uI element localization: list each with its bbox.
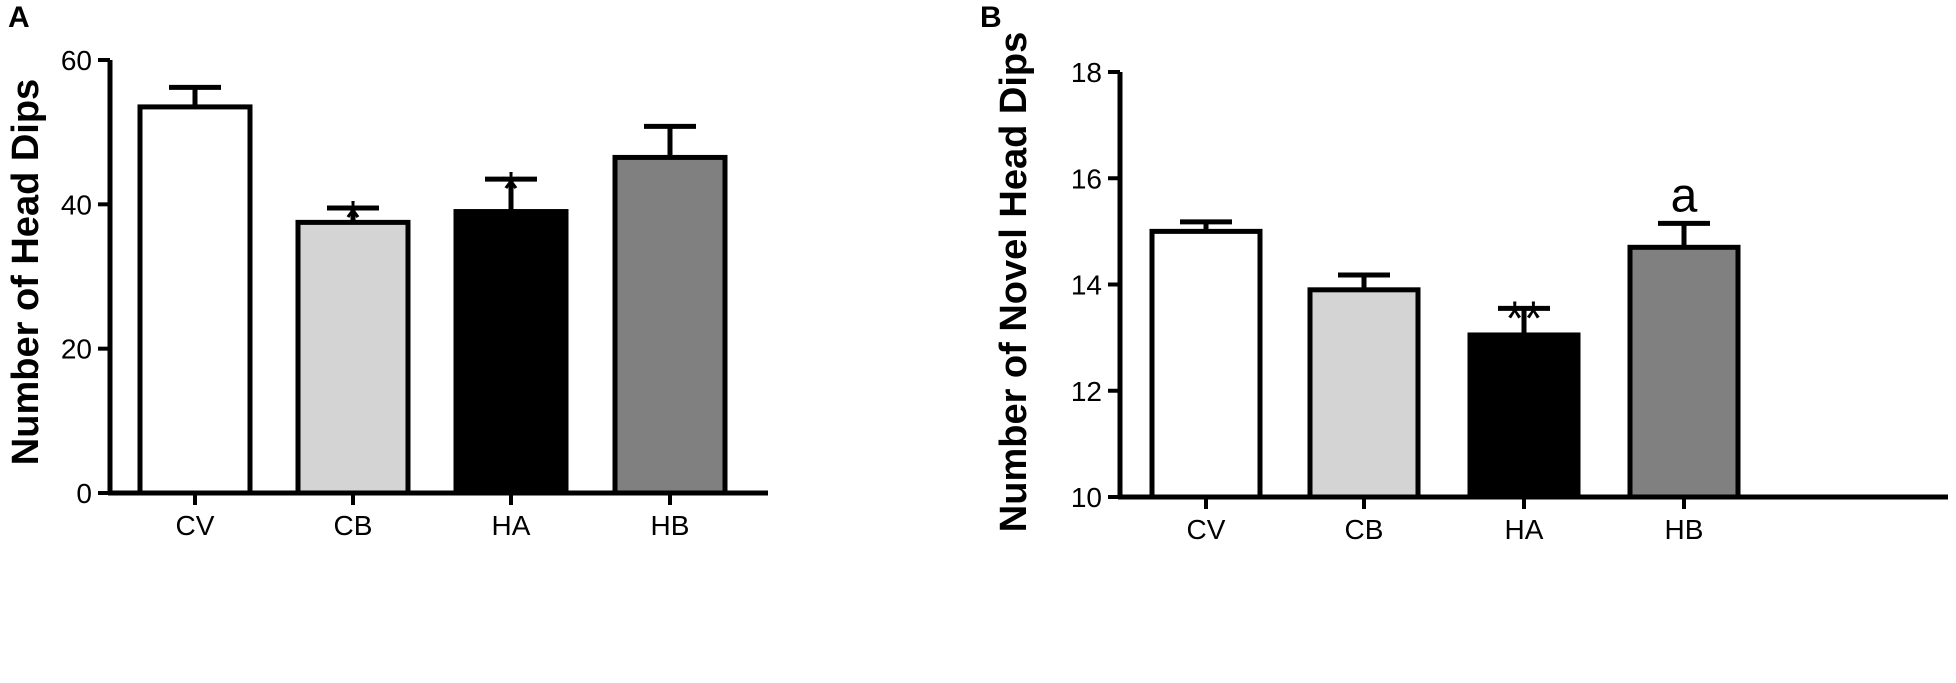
significance-label: ** — [1505, 292, 1542, 345]
x-tick-label: CB — [334, 510, 373, 541]
panel-letter: B — [980, 1, 1002, 34]
bar — [137, 104, 253, 496]
bar — [1627, 244, 1741, 500]
x-tick-label: HA — [492, 510, 531, 541]
y-tick-label: 12 — [1071, 376, 1102, 407]
y-tick-label: 40 — [61, 189, 92, 220]
bar — [612, 154, 728, 496]
y-tick-label: 0 — [76, 478, 92, 509]
y-tick-label: 10 — [1071, 482, 1102, 513]
chart-panel-a: A Number of Head Dips 0 20 40 60 CV CB * HA * HB — [5, 1, 768, 541]
chart-panel-b: B Number of Novel Head Dips 10 12 14 16 18 CV… — [978, 0, 1956, 683]
significance-label: * — [344, 192, 363, 245]
y-axis-label: Number of Novel Head Dips — [993, 32, 1035, 532]
x-tick-label: CB — [1345, 514, 1384, 545]
x-tick-label: HB — [1665, 514, 1704, 545]
significance-label: a — [1671, 169, 1698, 222]
bar-chart-b: B Number of Novel Head Dips 10 12 14 16 18 CV… — [980, 1, 1948, 545]
bar — [1149, 228, 1263, 500]
panel-letter: A — [8, 1, 30, 34]
x-tick-label: HB — [651, 510, 690, 541]
bar — [453, 209, 569, 496]
bar — [1467, 332, 1581, 500]
y-tick-label: 14 — [1071, 270, 1102, 301]
chart-marks: 10 12 14 16 18 CV CB HA ** HB a — [1071, 57, 1948, 545]
x-tick-label: CV — [176, 510, 215, 541]
bar — [295, 219, 411, 496]
bar — [1307, 287, 1421, 500]
y-axis-label: Number of Head Dips — [5, 79, 47, 465]
bar-chart-a: A Number of Head Dips 0 20 40 60 CV CB * HA * HB — [5, 1, 768, 541]
y-tick-label: 20 — [61, 334, 92, 365]
y-tick-label: 16 — [1071, 163, 1102, 194]
x-tick-label: CV — [1187, 514, 1226, 545]
significance-label: * — [502, 163, 521, 216]
y-tick-label: 60 — [61, 45, 92, 76]
x-tick-label: HA — [1505, 514, 1544, 545]
y-tick-label: 18 — [1071, 57, 1102, 88]
chart-marks: 0 20 40 60 CV CB * HA * HB — [61, 45, 768, 541]
